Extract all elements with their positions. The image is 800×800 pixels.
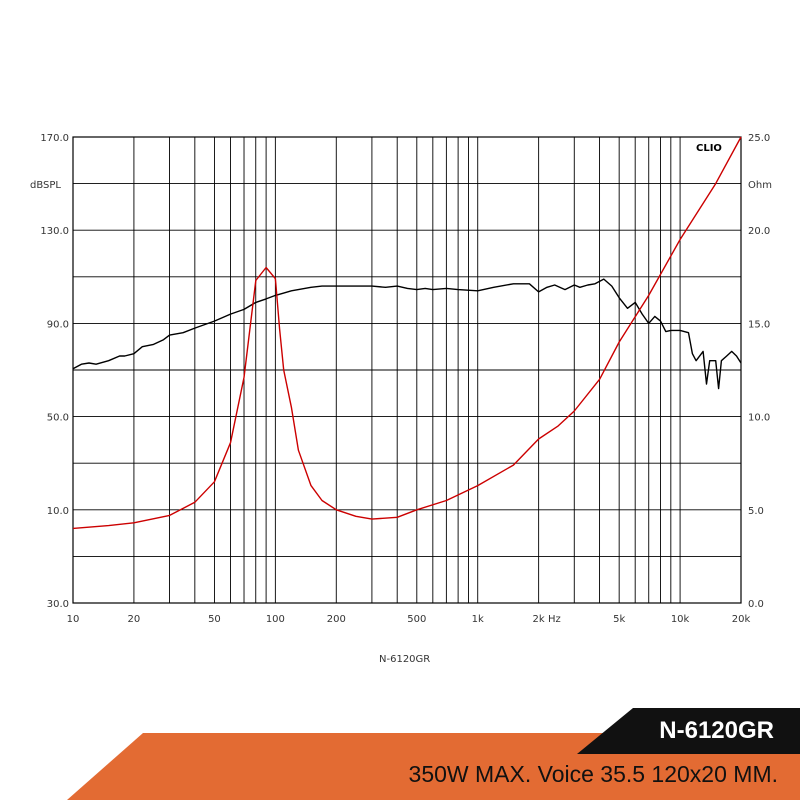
x-tick-label: 20 [128,614,141,625]
x-tick-label: 10k [671,614,690,625]
x-tick-label: 5k [613,614,625,625]
left-y-tick-label: 10.0 [47,506,69,517]
right-y-tick-label: 20.0 [748,226,770,237]
right-y-tick-label: 5.0 [748,506,764,517]
x-tick-label: 200 [327,614,346,625]
left-y-tick-label: 90.0 [47,319,69,330]
x-tick-label: 1k [472,614,484,625]
chart-series [72,136,742,530]
x-tick-label: 2k [533,614,545,625]
left-y-tick-label: 170.0 [40,133,69,144]
x-tick-label: 50 [208,614,221,625]
plot-frame [72,136,742,604]
right-y-tick-label: 0.0 [748,599,764,610]
right-y-tick-label: 10.0 [748,413,770,424]
chart-caption: N-6120GR [379,654,430,665]
spl-response-line [72,278,742,390]
left-axis-unit: dBSPL [30,180,61,191]
x-tick-label: 10 [67,614,80,625]
right-y-tick-label: 25.0 [748,133,770,144]
left-y-tick-label: 50.0 [47,413,69,424]
model-label: N-6120GR [659,717,774,744]
spec-label: 350W MAX. Voice 35.5 120x20 MM. [408,761,778,787]
chart-grid [72,137,742,603]
x-axis-unit: Hz [548,614,561,625]
left-y-tick-label: 130.0 [40,226,69,237]
brand-label: CLIO [696,143,722,154]
left-y-tick-label: 30.0 [47,599,69,610]
impedance-line [72,136,742,530]
frequency-response-chart: 10 20 50 100 200 500 1k 2k 5k 10k 20k 170.0 130.0 90.… [30,133,772,665]
x-tick-label: 500 [407,614,426,625]
chart-tick-labels: 10 20 50 100 200 500 1k 2k 5k 10k 20k 170.0 130.0 90.… [40,133,770,625]
right-axis-unit: Ohm [748,180,772,191]
x-tick-label: 20k [732,614,751,625]
right-y-tick-label: 15.0 [748,319,770,330]
x-tick-label: 100 [266,614,285,625]
